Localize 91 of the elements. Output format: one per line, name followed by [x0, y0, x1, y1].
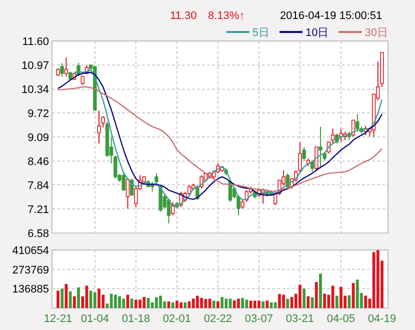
candlestick: [298, 141, 302, 174]
bar: [258, 300, 260, 308]
candlestick: [356, 114, 360, 132]
candlestick: [60, 62, 64, 78]
bar: [237, 298, 240, 308]
candlestick: [122, 174, 126, 191]
x-tick-label: 02-01: [162, 313, 192, 325]
bar: [56, 290, 60, 308]
bar: [340, 286, 342, 308]
y-tick-label: 10.34: [21, 84, 49, 96]
candlestick: [64, 56, 68, 78]
y-tick-label: 273769: [12, 264, 49, 276]
bar: [184, 302, 187, 308]
x-tick-label: 01-04: [80, 313, 109, 325]
y-tick-label: 7.21: [28, 204, 49, 216]
bar: [118, 296, 121, 308]
bar: [286, 298, 290, 308]
y-tick-label: 7.84: [28, 180, 49, 192]
bar: [278, 294, 281, 308]
bar: [302, 288, 306, 308]
candlestick: [339, 128, 343, 142]
bar: [180, 302, 182, 308]
bar: [335, 296, 338, 308]
legend-label: 10日: [306, 27, 329, 39]
x-tick-label: 01-18: [122, 313, 150, 325]
bar: [154, 297, 158, 308]
x-tick-label: 03-21: [286, 313, 314, 325]
candlestick: [318, 126, 322, 169]
bar: [376, 250, 380, 308]
bar: [323, 294, 326, 308]
bar: [356, 280, 359, 308]
bar: [212, 300, 216, 308]
candlestick: [97, 110, 101, 144]
bar: [262, 301, 264, 308]
y-tick-label: 10.97: [21, 60, 49, 72]
bar: [298, 284, 302, 308]
bar: [122, 298, 126, 308]
bar: [138, 300, 142, 308]
bar: [241, 298, 244, 308]
y-tick-label: 9.72: [28, 108, 49, 120]
bar: [224, 298, 228, 308]
bar: [232, 300, 236, 308]
legend-label: 30日: [364, 27, 388, 39]
bar: [110, 294, 113, 308]
bar: [266, 300, 269, 308]
bar: [60, 288, 64, 308]
bar: [282, 294, 286, 308]
x-tick-label: 04-05: [326, 313, 356, 325]
text: 8.13%↑: [208, 10, 245, 22]
bar: [274, 302, 277, 308]
bar: [98, 288, 100, 308]
bar: [216, 301, 220, 308]
bar: [134, 300, 138, 308]
y-tick-label: 9.09: [28, 132, 49, 144]
text: 11.30: [170, 10, 197, 22]
bar: [314, 282, 318, 308]
bar: [306, 296, 310, 308]
candlestick: [330, 128, 335, 144]
x-tick-label: 04-19: [368, 313, 396, 325]
y-tick-label: 136885: [12, 284, 49, 296]
candlestick: [158, 184, 162, 212]
bar: [171, 302, 174, 308]
bar: [253, 300, 256, 308]
bar: [114, 294, 117, 308]
bar: [364, 296, 368, 308]
legend-label: 5日: [252, 27, 270, 39]
x-tick-label: 03-07: [244, 313, 274, 325]
y-tick-label: 8.46: [28, 156, 49, 168]
bar: [176, 300, 178, 308]
x-tick-label: 12-21: [44, 313, 72, 325]
bar: [220, 296, 224, 308]
bar: [319, 274, 322, 308]
bar: [196, 296, 199, 308]
text: 2016-04-19 15:00:51: [280, 10, 382, 22]
bar: [130, 298, 134, 308]
bar: [192, 298, 195, 308]
y-tick-label: 410654: [12, 245, 49, 257]
candlestick: [126, 178, 130, 210]
bar: [159, 296, 162, 308]
bar: [200, 298, 203, 308]
bar: [72, 296, 76, 308]
bar: [142, 296, 146, 308]
y-tick-label: 11.60: [22, 36, 49, 48]
bar: [93, 292, 96, 308]
y-tick-label: 6.58: [28, 228, 49, 240]
bar: [204, 298, 208, 308]
x-tick-label: 02-22: [204, 313, 232, 325]
bar: [77, 287, 80, 308]
bar: [245, 300, 248, 308]
candlestick: [302, 146, 306, 161]
candlestick: [314, 146, 318, 171]
